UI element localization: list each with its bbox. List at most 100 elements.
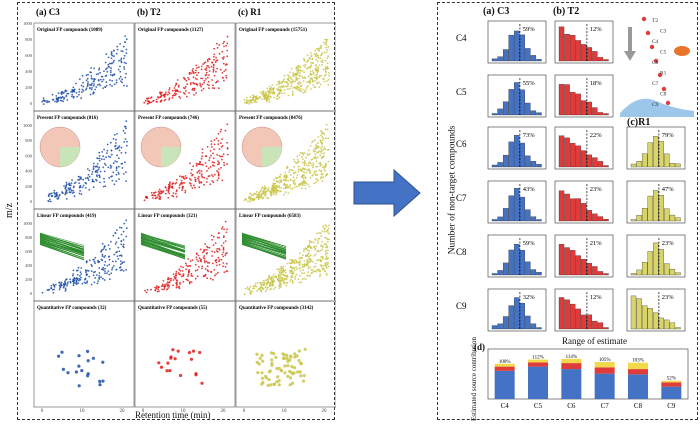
scatter-point: [248, 103, 251, 105]
scatter-point: [87, 81, 89, 83]
scatter-point: [124, 125, 127, 128]
scatter-panel-title: Quantitative FP compounds (3142): [239, 306, 314, 311]
scatter-point: [316, 144, 318, 147]
scatter-point: [115, 81, 118, 84]
scatter-point: [102, 87, 104, 89]
scatter-point: [175, 285, 178, 287]
scatter-point: [286, 262, 289, 265]
scatter-point: [213, 148, 216, 151]
structure-atom: [649, 44, 655, 50]
scatter-point: [89, 71, 91, 73]
scatter-point: [94, 277, 97, 279]
histogram-bar: [630, 163, 637, 168]
scatter-point: [281, 352, 285, 356]
scatter-point: [320, 260, 323, 262]
scatter-point: [92, 167, 95, 169]
scatter-point: [247, 288, 250, 291]
histogram-bar: [569, 303, 576, 330]
scatter-point: [291, 276, 294, 279]
linear-fit-line: [241, 241, 287, 255]
scatter-point: [310, 52, 312, 54]
scatter-point: [226, 153, 229, 156]
scatter-point: [78, 279, 80, 282]
histogram-bar: [597, 322, 604, 330]
scatter-point: [94, 78, 96, 81]
scatter-point: [265, 91, 268, 94]
scatter-point: [309, 145, 312, 147]
scatter-point: [280, 271, 282, 274]
scatter-point: [321, 52, 324, 54]
scatter-point: [273, 96, 276, 99]
scatter-point: [198, 350, 202, 355]
histogram-bar: [603, 219, 609, 222]
histogram-bar: [508, 305, 514, 330]
scatter-point: [314, 150, 316, 153]
scatter-point: [86, 269, 89, 272]
scatter-point: [321, 230, 324, 233]
scatter-point: [111, 85, 113, 87]
scatter-point: [85, 271, 87, 274]
scatter-point: [82, 89, 85, 92]
scatter-point: [265, 93, 268, 96]
scatter-point: [179, 97, 182, 99]
scatter-point: [117, 165, 120, 168]
category-label: C8: [634, 402, 643, 410]
histogram-bar: [581, 203, 587, 222]
scatter-point: [302, 152, 304, 155]
histogram-bar: [658, 317, 664, 330]
scatter-point: [314, 262, 317, 265]
linear-fit-line: [241, 240, 287, 254]
scatter-point: [224, 254, 227, 257]
scatter-point: [309, 70, 312, 73]
scatter-point: [255, 191, 258, 193]
scatter-point: [319, 165, 321, 168]
scatter-point: [73, 277, 76, 279]
scatter-point: [149, 101, 151, 104]
scatter-point: [103, 148, 105, 151]
scatter-point: [223, 56, 225, 58]
scatter-point: [304, 180, 307, 183]
scatter-point: [113, 55, 115, 58]
structure-atom: [661, 86, 667, 92]
x-tick-label: 0: [41, 409, 44, 414]
scatter-point: [287, 78, 290, 81]
scatter-point: [212, 244, 215, 247]
scatter-point: [299, 66, 302, 69]
histogram: 22%: [554, 126, 614, 170]
scatter-point: [292, 281, 294, 284]
histogram-bar: [636, 269, 642, 276]
scatter-point: [325, 255, 328, 257]
scatter-point: [319, 273, 322, 276]
scatter-point: [303, 265, 306, 268]
scatter-point: [254, 282, 257, 285]
scatter-point: [157, 288, 160, 291]
scatter-point: [114, 160, 116, 163]
linear-fit-line: [39, 236, 85, 250]
scatter-point: [279, 176, 282, 179]
scatter-point: [103, 181, 106, 183]
scatter-point: [211, 238, 214, 241]
scatter-point: [105, 74, 108, 77]
scatter-point: [114, 145, 116, 148]
histogram-bar: [564, 193, 570, 222]
scatter-point: [298, 81, 301, 83]
scatter-point: [73, 195, 76, 198]
scatter-point: [85, 88, 87, 91]
scatter-point: [304, 187, 307, 190]
linear-fit-line: [241, 236, 287, 250]
histogram-bar: [592, 107, 598, 116]
scatter-point: [95, 274, 98, 276]
scatter-point: [289, 280, 292, 283]
scatter-point: [289, 71, 291, 74]
histogram-bar: [558, 190, 565, 222]
scatter-point: [78, 175, 80, 178]
scatter-point: [220, 158, 223, 161]
scatter-point: [302, 158, 304, 160]
scatter-point: [279, 277, 281, 280]
scatter-point: [224, 68, 227, 71]
linear-fit-line: [39, 241, 85, 256]
scatter-point: [149, 97, 152, 99]
scatter-point: [117, 68, 120, 71]
scatter-point: [174, 84, 177, 87]
scatter-point: [212, 235, 215, 238]
